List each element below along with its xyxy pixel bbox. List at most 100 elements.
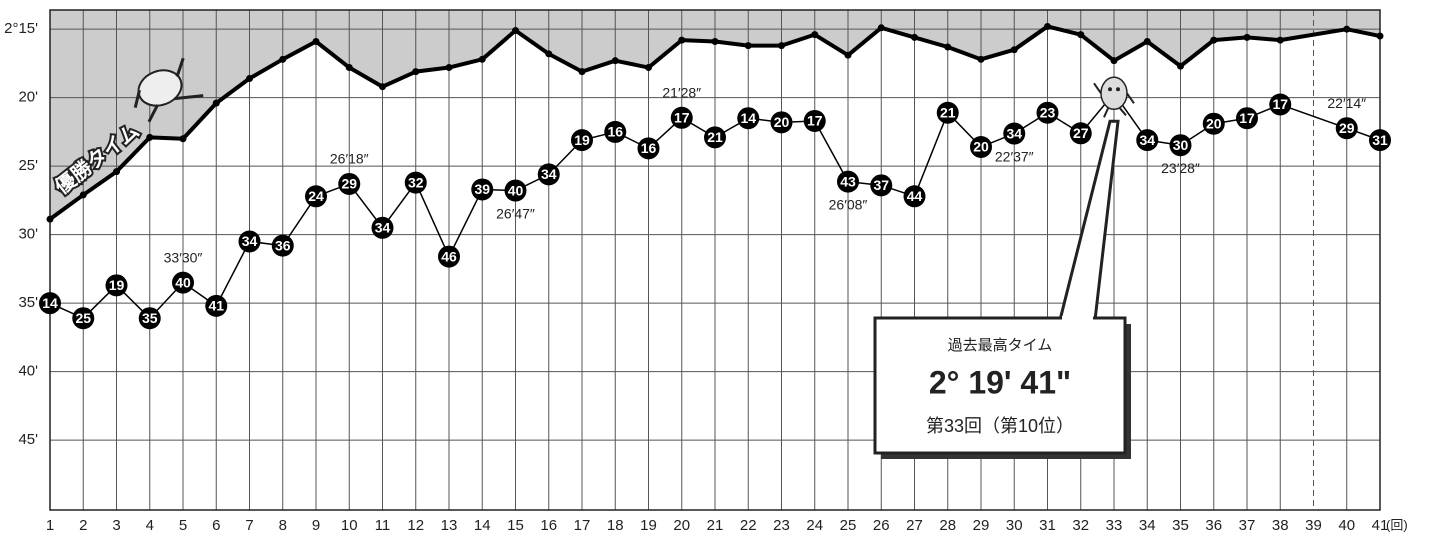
mascot-decoration [133,57,204,123]
rank-label: 36 [275,237,291,253]
x-tick-label: 8 [279,517,287,534]
value-label: 22′14″ [1327,95,1366,111]
x-tick-label: 29 [973,517,990,534]
team-point [471,178,494,201]
winning-point [678,36,686,44]
team-point [1369,129,1391,152]
x-tick-label: 17 [574,517,591,534]
callout-note: 第33回（第10位） [926,416,1074,436]
x-tick-label: 6 [212,517,220,534]
x-tick-label: 3 [112,517,120,534]
rank-label: 19 [574,132,590,148]
team-point [837,170,859,193]
x-tick-label: 5 [179,517,187,534]
rank-label: 21 [940,104,956,120]
winning-point [944,43,952,51]
x-tick-label: 1 [46,517,54,534]
x-tick-label: 14 [474,517,491,534]
mascot-eye [1116,87,1120,92]
x-unit-label: (回) [1386,517,1408,532]
rank-label: 23 [1040,104,1056,120]
x-tick-label: 38 [1272,517,1289,534]
rank-label: 35 [142,310,158,326]
winning-point [877,24,885,32]
x-tick-label: 13 [441,517,458,534]
winning-point [645,64,652,72]
x-tick-label: 20 [673,517,690,534]
team-point [1269,93,1292,116]
rank-label: 27 [1073,125,1089,141]
value-label: 21′28″ [662,85,701,101]
team-point [1335,117,1358,140]
team-point [870,174,893,197]
x-tick-label: 27 [906,517,923,534]
x-tick-label: 32 [1072,517,1089,534]
winning-point [545,50,553,58]
mascot-body [1100,76,1128,111]
winning-point [1276,36,1284,44]
x-tick-label: 18 [607,517,624,534]
team-point [438,245,460,268]
x-tick-label: 31 [1039,517,1056,534]
team-point [770,111,793,134]
y-tick-label: 20' [18,89,38,106]
winning-point [911,33,918,41]
team-point [604,120,627,143]
rank-label: 14 [42,295,58,311]
x-tick-label: 25 [840,517,857,534]
rank-label: 39 [474,181,490,197]
winning-point [79,191,87,199]
mascot-limbs [133,57,204,123]
winning-point [844,51,852,59]
winning-point [1210,36,1218,44]
rank-label: 14 [740,110,756,126]
winning-point [146,133,154,141]
team-point [404,171,427,194]
team-point [105,274,128,297]
team-point [39,292,61,315]
x-tick-label: 12 [407,517,424,534]
x-tick-label: 22 [740,517,757,534]
y-tick-label: 25' [18,157,38,174]
team-point [670,106,693,129]
y-tick-label: 35' [18,294,38,311]
winning-point [1077,31,1085,39]
value-label: 26′08″ [829,196,868,212]
team-point [936,101,959,124]
winning-point [811,31,819,39]
rank-label: 19 [109,277,125,293]
team-point [737,107,760,130]
rank-label: 17 [1239,110,1255,126]
series-line [49,92,1381,319]
winning-point [1243,33,1251,41]
team-point [1136,129,1159,152]
rank-label: 34 [242,233,258,249]
x-tick-label: 41 [1372,517,1389,534]
x-tick-label: 16 [540,517,557,534]
value-label: 26′47″ [496,205,535,221]
x-tick-label: 36 [1205,517,1222,534]
x-tick-label: 34 [1139,517,1156,534]
rank-label: 34 [1006,125,1022,141]
winning-point [512,27,519,35]
team-point [305,185,327,208]
plot-frame [49,9,1381,511]
winning-point [412,68,420,76]
winning-point [977,55,985,63]
mascot [1093,76,1135,118]
series-line [48,24,1381,221]
rank-label: 43 [840,173,856,189]
x-tick-label: 30 [1006,517,1023,534]
x-tick-label: 7 [245,517,253,534]
team-point [803,109,826,132]
winning-point [578,68,586,76]
winning-point [345,64,353,72]
callout-gap [1062,316,1093,321]
x-tick-label: 10 [341,517,358,534]
rank-label: 25 [75,310,91,326]
x-tick-label: 11 [375,517,391,534]
x-tick-label: 15 [507,517,524,534]
team-point [1069,122,1092,145]
x-tick-label: 19 [640,517,657,534]
